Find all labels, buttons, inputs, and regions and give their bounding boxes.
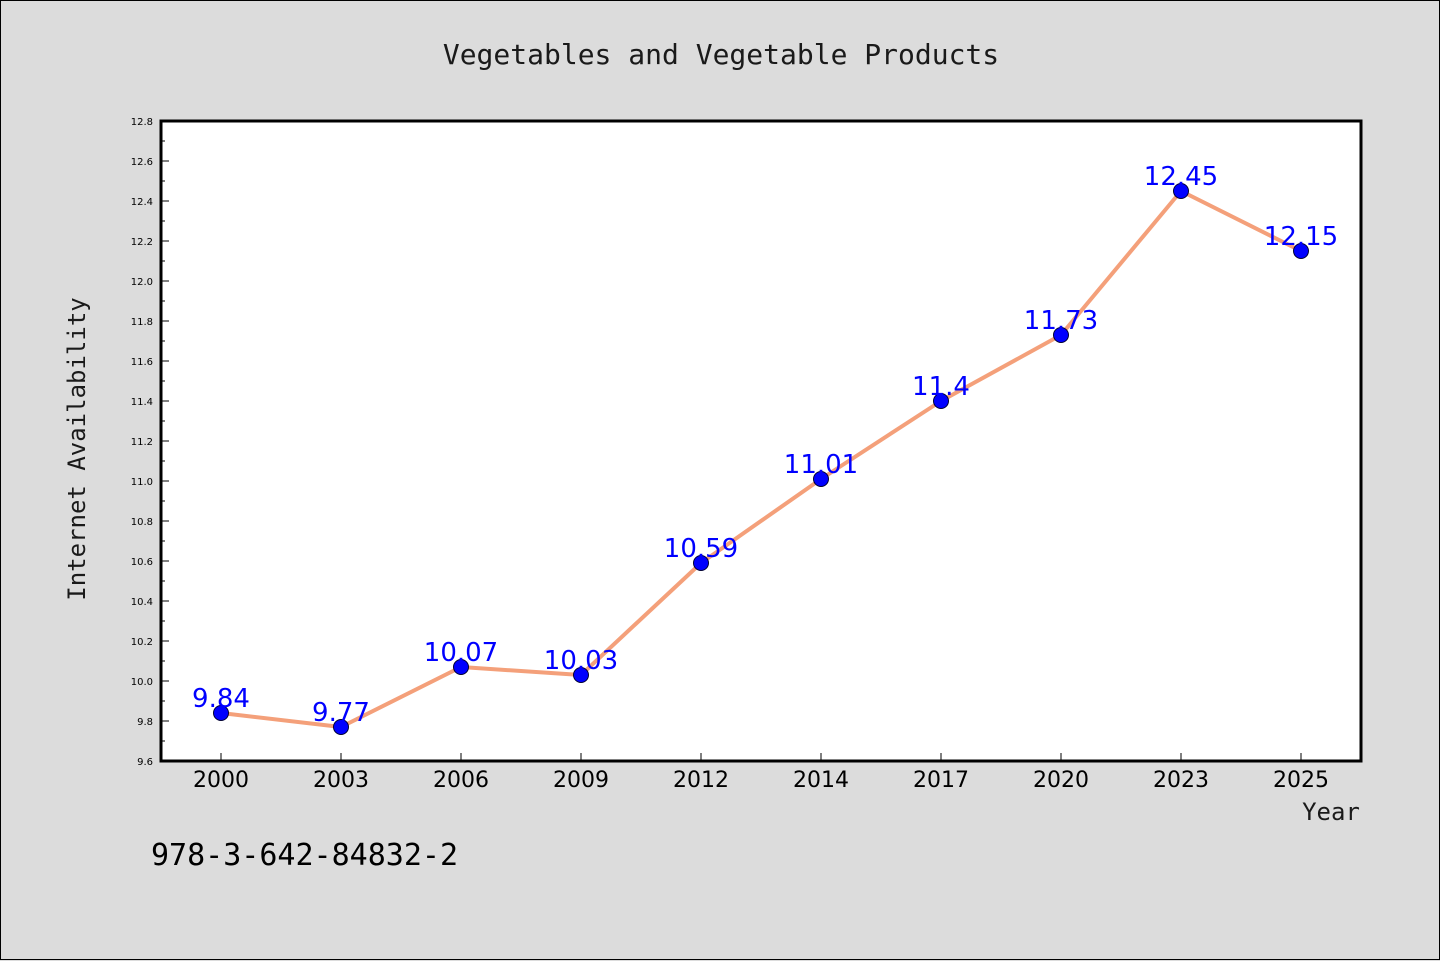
y-tick-label: 9.6 [137, 757, 153, 768]
y-tick-label: 11.8 [131, 317, 153, 328]
x-tick-label: 2000 [193, 768, 249, 793]
data-label: 10.03 [544, 646, 618, 676]
y-tick-label: 12.2 [131, 237, 153, 248]
x-tick-label: 2006 [433, 768, 489, 793]
x-axis: 2000 2003 2006 2009 2012 2014 2017 2020 2023 2025 [193, 753, 1329, 793]
data-label: 9.77 [312, 698, 370, 728]
data-point [573, 667, 589, 683]
chart-title: Vegetables and Vegetable Products [443, 38, 999, 71]
data-point [933, 393, 949, 409]
x-tick-label: 2012 [673, 768, 729, 793]
x-tick-label: 2014 [793, 768, 849, 793]
data-point [1053, 327, 1069, 343]
y-tick-label: 11.0 [131, 477, 153, 488]
y-tick-label: 11.2 [131, 437, 153, 448]
y-tick-label: 12.0 [131, 277, 153, 288]
data-label: 11.73 [1024, 306, 1098, 336]
data-labels-group: 9.84 9.77 10.07 10.03 10.59 11.01 11.4 11.73 12.… [192, 162, 1338, 728]
y-axis: 9.6 9.8 10.0 10.2 10.4 10.6 10.8 11.0 11.2 11.4 11… [131, 117, 169, 768]
series-line [220, 189, 1302, 729]
data-point [453, 659, 469, 675]
y-tick-label: 12.8 [131, 117, 153, 128]
data-point [213, 705, 229, 721]
y-tick-label: 10.4 [131, 597, 153, 608]
y-tick-label: 11.6 [131, 357, 153, 368]
x-tick-label: 2017 [913, 768, 969, 793]
data-point [333, 719, 349, 735]
x-tick-label: 2023 [1153, 768, 1209, 793]
y-tick-label: 11.4 [131, 397, 153, 408]
data-label: 10.07 [424, 638, 498, 668]
x-tick-label: 2003 [313, 768, 369, 793]
y-tick-label: 12.4 [131, 197, 153, 208]
y-axis-label: Internet Availability [63, 297, 91, 600]
x-axis-label: Year [1302, 798, 1360, 826]
y-tick-label: 12.6 [131, 157, 153, 168]
plot-area [159, 119, 1363, 763]
x-tick-label: 2020 [1033, 768, 1089, 793]
footer-isbn: 978-3-642-84832-2 [151, 838, 458, 873]
data-point [1293, 243, 1309, 259]
data-label: 11.4 [912, 372, 970, 402]
y-tick-label: 10.6 [131, 557, 153, 568]
data-label: 9.84 [192, 684, 250, 714]
data-point [1173, 183, 1189, 199]
y-tick-label: 9.8 [137, 717, 153, 728]
y-tick-label: 10.8 [131, 517, 153, 528]
data-label: 12.45 [1144, 162, 1218, 192]
data-label: 12.15 [1264, 222, 1338, 252]
data-label: 11.01 [784, 450, 858, 480]
data-point [813, 471, 829, 487]
data-label: 10.59 [664, 534, 738, 564]
series-group [213, 183, 1309, 735]
y-tick-label: 10.2 [131, 637, 153, 648]
data-point [693, 555, 709, 571]
y-tick-label: 10.0 [131, 677, 153, 688]
x-tick-label: 2025 [1273, 768, 1329, 793]
x-tick-label: 2009 [553, 768, 609, 793]
